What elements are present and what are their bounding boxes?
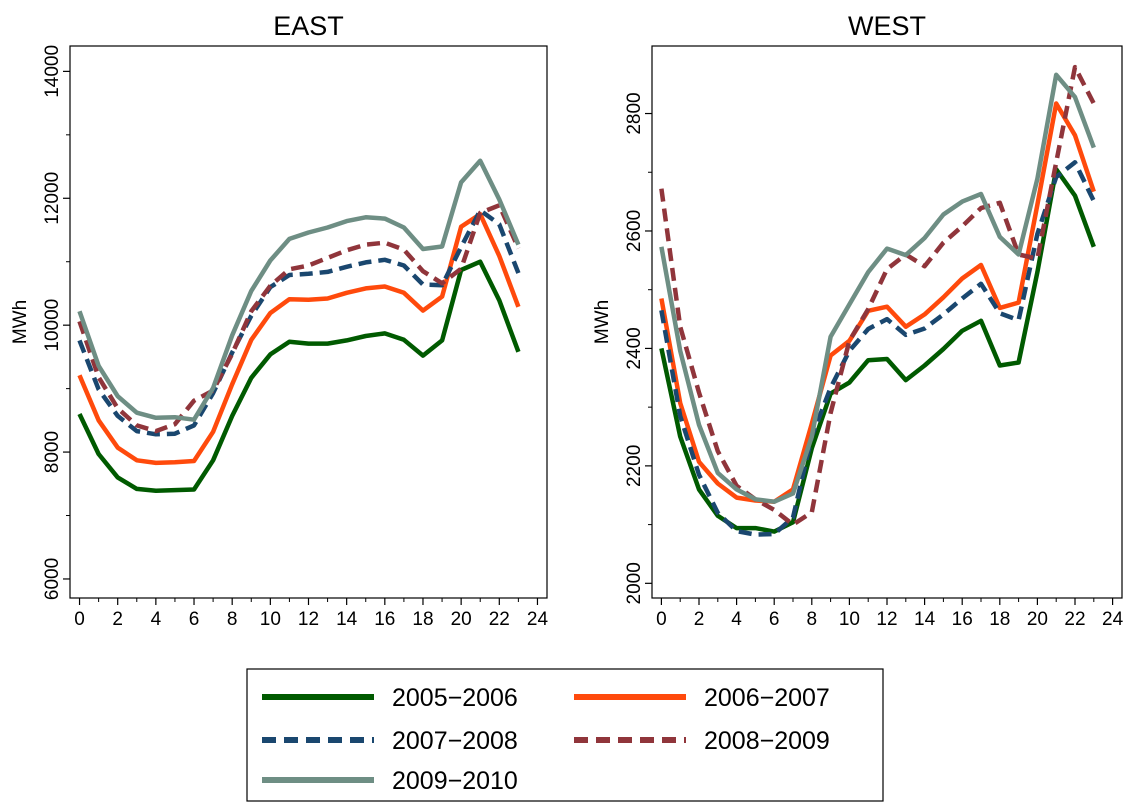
x-tick-label: 0 <box>656 609 667 630</box>
y-tick-label: 12000 <box>42 172 63 225</box>
series-line <box>659 64 1096 527</box>
y-tick-label: 8000 <box>42 431 63 473</box>
y-tick-label: 14000 <box>42 45 63 98</box>
series-line <box>659 72 1096 504</box>
series-line <box>659 101 1096 504</box>
x-tick-label: 16 <box>374 609 395 630</box>
legend-label: 2007−2008 <box>392 727 518 755</box>
x-tick-label: 12 <box>876 609 897 630</box>
x-tick-label: 2 <box>112 609 123 630</box>
y-tick-label: 10000 <box>42 299 63 352</box>
x-tick-label: 10 <box>839 609 860 630</box>
legend-label: 2005−2006 <box>392 684 518 712</box>
x-tick-label: 22 <box>1064 609 1085 630</box>
series-line <box>659 167 1096 534</box>
x-tick-label: 6 <box>769 609 780 630</box>
x-tick-label: 16 <box>952 609 973 630</box>
chart-title: EAST <box>273 11 344 41</box>
series-line <box>77 259 521 494</box>
y-tick-label: 2800 <box>624 92 645 134</box>
x-tick-label: 8 <box>227 609 238 630</box>
legend: 2005−2006 2006−2007 2007−2008 2008−2009 2009… <box>246 668 884 802</box>
y-axis-label: MWh <box>592 300 613 344</box>
x-tick-label: 4 <box>151 609 162 630</box>
x-tick-label: 10 <box>260 609 281 630</box>
x-tick-label: 14 <box>914 609 936 630</box>
x-tick-label: 18 <box>412 609 433 630</box>
series-line <box>77 208 521 437</box>
chart-title: WEST <box>848 11 926 41</box>
y-axis-label: MWh <box>10 300 31 344</box>
legend-label: 2009−2010 <box>392 767 518 795</box>
x-tick-label: 4 <box>731 609 742 630</box>
x-tick-label: 6 <box>189 609 200 630</box>
x-tick-label: 20 <box>451 609 472 630</box>
y-tick-label: 2600 <box>624 210 645 252</box>
x-tick-label: 0 <box>74 609 85 630</box>
x-tick-label: 24 <box>527 609 549 630</box>
y-tick-label: 2200 <box>624 445 645 487</box>
y-tick-label: 2400 <box>624 327 645 369</box>
series-line <box>77 203 521 434</box>
x-tick-label: 8 <box>807 609 818 630</box>
x-tick-label: 12 <box>298 609 319 630</box>
x-tick-label: 18 <box>989 609 1010 630</box>
series-line <box>77 211 521 466</box>
x-tick-label: 22 <box>489 609 510 630</box>
plot-frame <box>69 45 548 599</box>
x-tick-label: 14 <box>336 609 358 630</box>
y-tick-label: 2000 <box>624 562 645 604</box>
series-line <box>77 158 521 422</box>
x-tick-label: 2 <box>694 609 705 630</box>
x-tick-label: 24 <box>1102 609 1124 630</box>
x-tick-label: 20 <box>1027 609 1048 630</box>
legend-label: 2006−2007 <box>704 684 830 712</box>
legend-label: 2008−2009 <box>704 727 830 755</box>
y-tick-label: 6000 <box>42 558 63 600</box>
